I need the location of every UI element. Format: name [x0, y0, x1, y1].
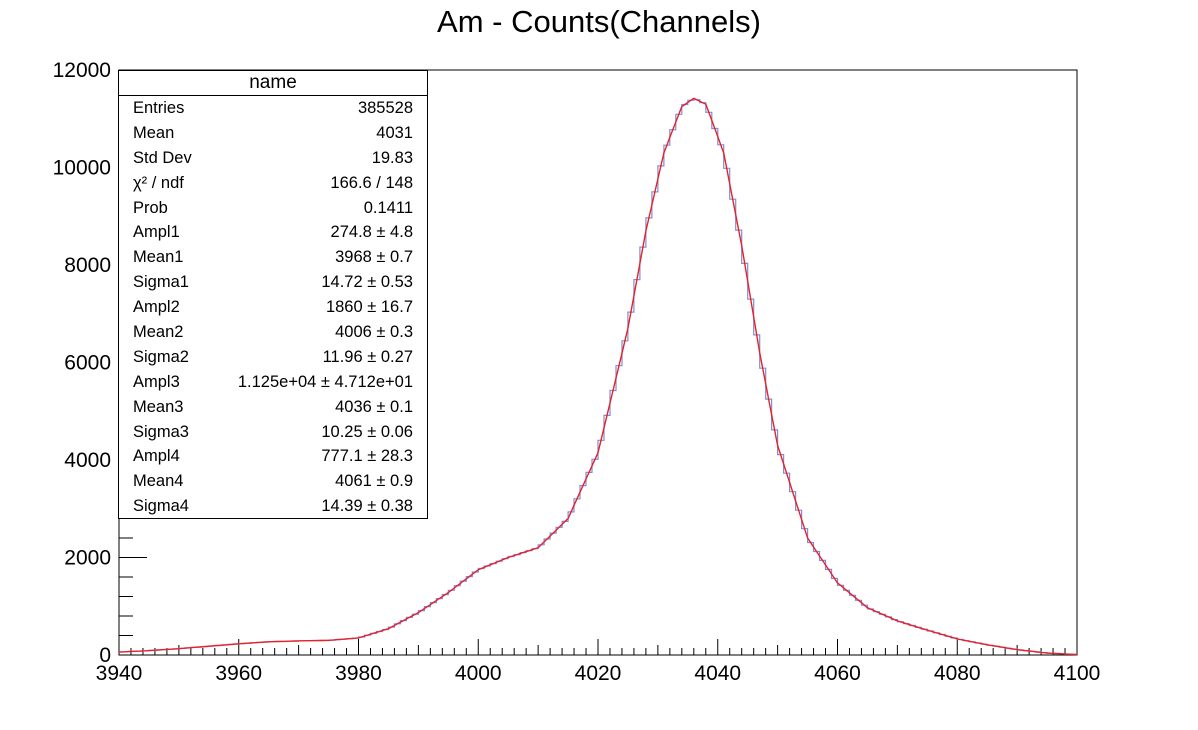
stats-label: Std Dev: [133, 148, 192, 167]
stats-row: Sigma4 14.39 ± 0.38: [119, 494, 427, 519]
stats-label: Mean3: [133, 397, 184, 416]
stats-row: Mean4 4061 ± 0.9: [119, 469, 427, 494]
stats-row: Sigma2 11.96 ± 0.27: [119, 345, 427, 370]
y-tick-label: 6000: [64, 352, 111, 375]
stats-label: Sigma2: [133, 347, 189, 366]
stats-value: 3968 ± 0.7: [335, 248, 413, 267]
stats-label: Mean2: [133, 323, 184, 342]
stats-row: Mean3 4036 ± 0.1: [119, 395, 427, 420]
stats-row: Ampl2 1860 ± 16.7: [119, 295, 427, 320]
y-tick-label: 2000: [64, 547, 111, 570]
x-tick-label: 3960: [215, 662, 262, 685]
stats-label: Sigma1: [133, 273, 189, 292]
x-tick-label: 3940: [96, 662, 143, 685]
stats-value: 777.1 ± 28.3: [321, 447, 413, 466]
x-tick-label: 4100: [1054, 662, 1101, 685]
stats-label: Mean1: [133, 248, 184, 267]
stats-value: 1860 ± 16.7: [325, 298, 413, 317]
stats-label: Ampl1: [133, 223, 180, 242]
y-tick-label: 8000: [64, 254, 111, 277]
stats-row: Std Dev 19.83: [119, 146, 427, 171]
stats-row: Mean2 4006 ± 0.3: [119, 320, 427, 345]
stats-box: name Entries 385528 Mean 4031 Std Dev 19.83 χ²…: [118, 70, 428, 519]
stats-value: 166.6 / 148: [330, 173, 413, 192]
x-tick-label: 4000: [455, 662, 502, 685]
y-tick-label: 12000: [53, 59, 111, 82]
x-tick-label: 4080: [934, 662, 981, 685]
stats-value: 11.96 ± 0.27: [322, 347, 413, 366]
stats-value: 274.8 ± 4.8: [330, 223, 413, 242]
stats-row: Ampl1 274.8 ± 4.8: [119, 220, 427, 245]
stats-row: Entries 385528: [119, 96, 427, 121]
y-tick-label: 4000: [64, 449, 111, 472]
stats-value: 4006 ± 0.3: [335, 323, 413, 342]
stats-label: Ampl2: [133, 298, 180, 317]
stats-label: χ² / ndf: [133, 173, 184, 192]
stats-value: 4031: [376, 123, 413, 142]
stats-row: Prob 0.1411: [119, 196, 427, 221]
stats-value: 385528: [357, 99, 413, 117]
stats-label: Mean4: [133, 472, 184, 491]
stats-value: 14.72 ± 0.53: [321, 273, 413, 292]
stats-label: Ampl3: [133, 372, 180, 391]
stats-label: Mean: [133, 123, 175, 142]
stats-box-title: name: [119, 71, 427, 96]
stats-label: Prob: [133, 198, 168, 217]
stats-value: 1.125e+04 ± 4.712e+01: [237, 372, 413, 391]
x-tick-label: 4040: [694, 662, 741, 685]
y-tick-label: 10000: [53, 157, 111, 180]
stats-label: Entries: [133, 99, 185, 117]
stats-row: Ampl3 1.125e+04 ± 4.712e+01: [119, 370, 427, 395]
stats-value: 10.25 ± 0.06: [321, 422, 413, 441]
stats-row: χ² / ndf 166.6 / 148: [119, 171, 427, 196]
x-tick-label: 4060: [814, 662, 861, 685]
x-tick-label: 4020: [575, 662, 622, 685]
stats-label: Sigma4: [133, 497, 189, 516]
y-tick-label: 0: [99, 644, 111, 667]
stats-row: Sigma3 10.25 ± 0.06: [119, 420, 427, 445]
stats-value: 4061 ± 0.9: [335, 472, 413, 491]
stats-label: Ampl4: [133, 447, 180, 466]
stats-value: 19.83: [371, 148, 413, 167]
chart-title: Am - Counts(Channels): [437, 4, 761, 39]
stats-row: Sigma1 14.72 ± 0.53: [119, 270, 427, 295]
stats-row: Mean1 3968 ± 0.7: [119, 245, 427, 270]
stats-row: Mean 4031: [119, 121, 427, 146]
stats-value: 14.39 ± 0.38: [321, 497, 413, 516]
stats-label: Sigma3: [133, 422, 189, 441]
stats-value: 0.1411: [363, 198, 413, 217]
stats-row: Ampl4 777.1 ± 28.3: [119, 444, 427, 469]
x-axis: 3940 3960 3980 4000 4020 4040 4060 4080 4100: [96, 639, 1101, 685]
fit-curve: [118, 97, 1078, 656]
stats-value: 4036 ± 0.1: [335, 397, 413, 416]
x-tick-label: 3980: [335, 662, 382, 685]
